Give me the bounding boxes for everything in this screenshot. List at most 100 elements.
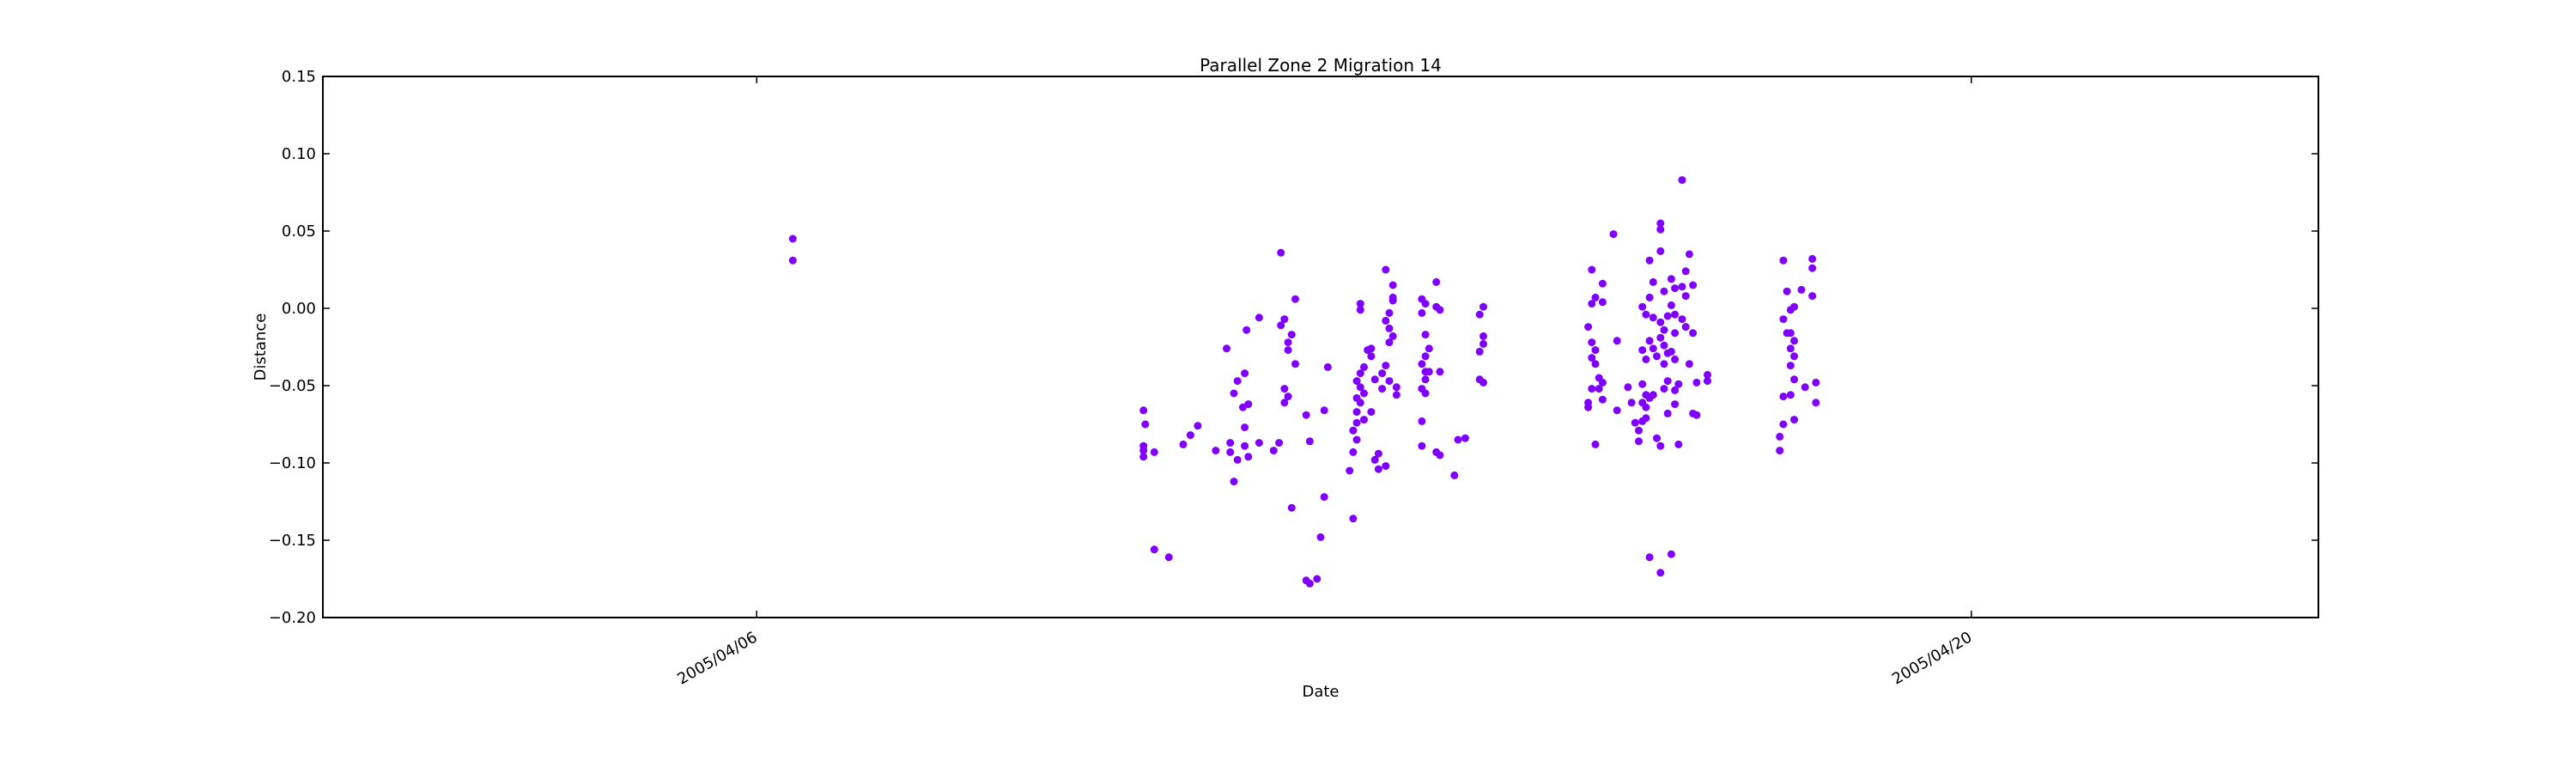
data-point <box>1598 395 1607 404</box>
data-point <box>1255 439 1263 447</box>
data-point <box>1635 426 1643 435</box>
data-point <box>1349 426 1358 435</box>
data-point <box>1479 332 1487 340</box>
data-point <box>1421 368 1430 376</box>
data-point <box>1239 403 1247 411</box>
data-point <box>1631 418 1639 427</box>
data-point <box>1645 293 1654 301</box>
data-point <box>1241 369 1249 378</box>
data-point <box>1808 254 1817 263</box>
data-point <box>1776 432 1784 441</box>
data-point <box>1671 284 1680 293</box>
data-point <box>1320 493 1328 502</box>
data-point <box>1681 292 1690 301</box>
data-point <box>1663 377 1672 386</box>
data-point <box>1346 466 1354 475</box>
y-tick-label: 0.10 <box>282 145 316 163</box>
data-point <box>1635 437 1643 446</box>
data-point <box>1284 338 1292 347</box>
data-point <box>1356 383 1364 392</box>
data-point <box>1671 310 1680 319</box>
data-point <box>1378 385 1387 393</box>
data-point <box>1277 248 1285 257</box>
data-point <box>1638 380 1647 388</box>
data-points <box>788 176 1820 587</box>
data-point <box>1674 440 1683 448</box>
data-point <box>1704 377 1711 386</box>
data-point <box>1653 352 1661 361</box>
data-point <box>1230 389 1238 398</box>
data-point <box>1277 321 1285 330</box>
data-point <box>1378 369 1387 378</box>
data-point <box>1367 408 1376 417</box>
data-point <box>1671 386 1680 394</box>
data-point <box>1352 418 1361 427</box>
data-point <box>1352 408 1361 417</box>
data-point <box>1382 362 1390 370</box>
data-point <box>1588 385 1596 393</box>
data-point <box>1139 453 1148 461</box>
data-point <box>788 256 797 265</box>
data-point <box>1139 406 1148 415</box>
data-point <box>1370 375 1379 384</box>
data-point <box>1649 391 1657 399</box>
data-point <box>1287 331 1296 339</box>
data-point <box>1382 462 1390 471</box>
data-point <box>1385 324 1394 332</box>
data-point <box>1360 389 1368 398</box>
data-point <box>1674 380 1683 388</box>
data-point <box>1255 313 1263 322</box>
data-point <box>1479 302 1487 311</box>
y-tick-label: −0.15 <box>269 532 316 550</box>
data-point <box>788 234 797 243</box>
data-point <box>1385 308 1394 317</box>
data-point <box>1364 346 1372 355</box>
data-point <box>1779 420 1788 429</box>
data-point <box>1649 277 1657 286</box>
data-point <box>1598 298 1607 307</box>
data-point <box>1613 337 1621 345</box>
data-point <box>1305 437 1314 446</box>
y-tick-label: −0.10 <box>269 454 316 472</box>
data-point <box>1360 416 1368 424</box>
data-point <box>1681 323 1690 332</box>
y-tick-label: −0.05 <box>269 377 316 395</box>
data-point <box>1418 360 1426 368</box>
data-point <box>1595 385 1603 393</box>
data-point <box>1226 447 1235 456</box>
data-point <box>1638 302 1647 311</box>
data-point <box>1313 575 1321 583</box>
data-point <box>1649 313 1657 322</box>
data-point <box>1588 354 1596 362</box>
data-point <box>1685 250 1693 259</box>
data-point <box>1284 346 1292 355</box>
data-point <box>1689 329 1698 338</box>
data-point <box>1367 352 1376 361</box>
data-point <box>1421 389 1430 398</box>
data-point <box>1667 550 1675 558</box>
data-point <box>1382 265 1390 274</box>
data-point <box>1667 347 1675 356</box>
data-point <box>1660 287 1668 295</box>
data-point <box>1356 306 1364 314</box>
data-point <box>1305 579 1314 587</box>
data-point <box>1479 339 1487 348</box>
data-point <box>1382 316 1390 325</box>
data-point <box>1385 377 1394 386</box>
data-point <box>1812 378 1820 386</box>
data-point <box>1392 383 1400 392</box>
data-point <box>1656 225 1665 234</box>
data-point <box>1642 355 1650 363</box>
data-point <box>1461 434 1469 442</box>
data-point <box>1681 267 1690 276</box>
data-point <box>1671 400 1680 409</box>
data-point <box>1588 300 1596 308</box>
data-point <box>1432 277 1441 286</box>
data-point <box>1360 362 1368 371</box>
data-point <box>1667 301 1675 309</box>
data-point <box>1797 285 1806 294</box>
data-point <box>1436 306 1444 314</box>
data-point <box>1660 341 1668 350</box>
data-point <box>1692 378 1701 386</box>
data-point <box>1388 332 1397 340</box>
